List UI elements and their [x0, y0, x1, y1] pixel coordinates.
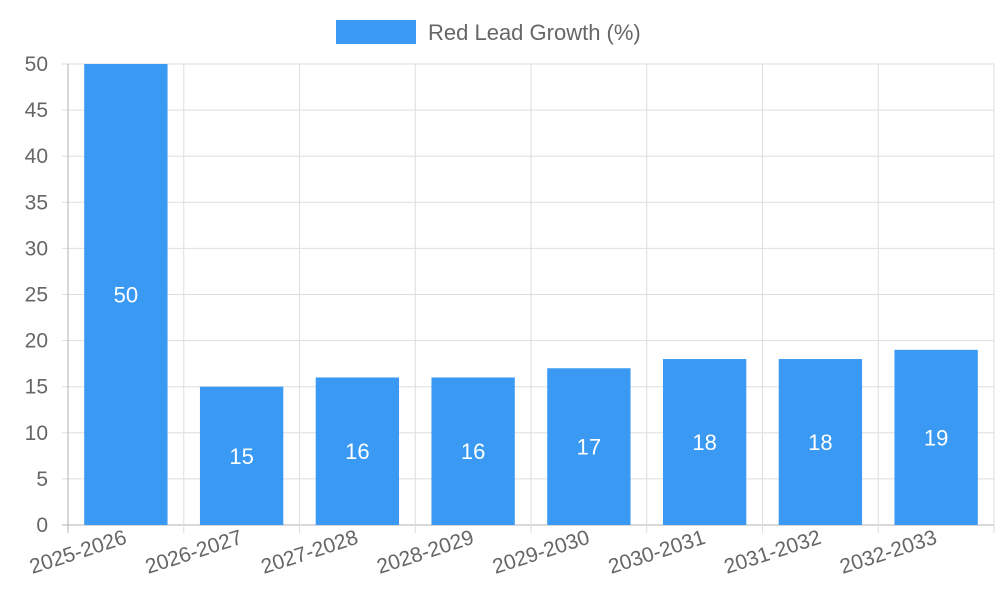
x-tick-label: 2031-2032	[721, 526, 824, 579]
bar[interactable]	[431, 377, 515, 525]
x-tick-label: 2032-2033	[837, 526, 940, 579]
grid	[62, 63, 995, 533]
bar[interactable]	[199, 386, 284, 525]
data-label: 50	[114, 283, 138, 308]
data-label: 19	[924, 425, 948, 450]
legend-swatch	[336, 20, 416, 44]
data-label: 17	[577, 435, 601, 460]
data-label: 18	[808, 430, 832, 455]
legend-label: Red Lead Growth (%)	[428, 20, 641, 45]
bar[interactable]	[315, 377, 400, 525]
y-tick-label: 35	[25, 191, 48, 214]
x-tick-label: 2028-2029	[374, 526, 477, 579]
data-label: 15	[229, 444, 253, 469]
y-tick-label: 5	[36, 468, 48, 491]
y-tick-label: 0	[36, 514, 48, 537]
y-tick-label: 45	[25, 99, 48, 122]
y-tick-label: 30	[25, 237, 48, 260]
x-tick-label: 2030-2031	[606, 526, 709, 579]
bar[interactable]	[894, 349, 978, 525]
y-tick-label: 10	[25, 422, 48, 445]
bar[interactable]	[84, 64, 168, 525]
y-tick-label: 50	[25, 53, 48, 76]
data-label: 18	[692, 430, 716, 455]
y-tick-label: 40	[25, 145, 48, 168]
y-tick-label: 15	[25, 376, 48, 399]
x-tick-label: 2029-2030	[490, 526, 593, 579]
y-tick-label: 25	[25, 284, 48, 307]
bar[interactable]	[547, 368, 631, 525]
bars: 50 15 16 16 17 18 18 19	[84, 64, 978, 525]
bar[interactable]	[778, 359, 863, 525]
x-tick-label: 2026-2027	[143, 526, 246, 579]
data-label: 16	[345, 439, 369, 464]
bar[interactable]	[662, 359, 747, 525]
legend[interactable]: Red Lead Growth (%)	[336, 20, 641, 45]
y-tick-label: 20	[25, 330, 48, 353]
x-tick-label: 2027-2028	[258, 526, 361, 579]
data-label: 16	[461, 439, 485, 464]
